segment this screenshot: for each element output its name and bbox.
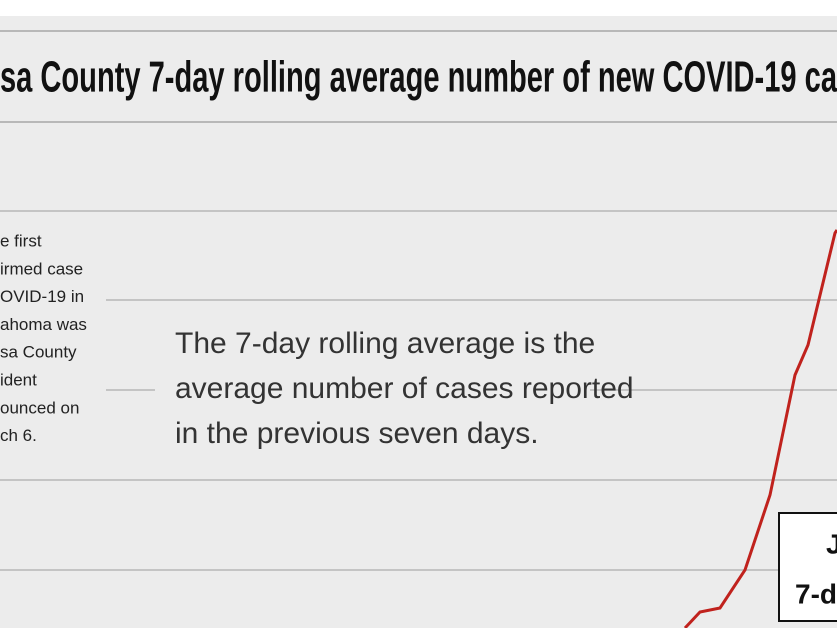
explanation-line: in the previous seven days. (175, 417, 539, 450)
note-line: OVID-19 in (0, 287, 84, 306)
explanation: The 7-day rolling average is the average … (175, 327, 634, 450)
note-line: ounced on (0, 398, 79, 417)
top-strip (0, 0, 837, 16)
note-line: irmed case (0, 259, 83, 278)
note-line: ident (0, 370, 37, 389)
explanation-line: The 7-day rolling average is the (175, 327, 595, 360)
trend-line (683, 229, 837, 628)
note: e first irmed case OVID-19 in ahoma was sa C… (0, 231, 87, 445)
explanation-line: average number of cases reported (175, 372, 634, 405)
text-backdrop (160, 322, 585, 457)
note-line: ahoma was (0, 315, 87, 334)
note-line: sa County (0, 343, 77, 362)
note-line: e first (0, 231, 42, 250)
note-line: ch 6. (0, 426, 37, 445)
callout-line: 7-da (795, 578, 837, 609)
callout-box (778, 512, 837, 622)
chart-title: sa County 7-day rolling average number o… (0, 53, 837, 102)
callout: J 7-da (795, 528, 837, 609)
grid (0, 210, 837, 571)
callout-line: J (826, 528, 837, 559)
